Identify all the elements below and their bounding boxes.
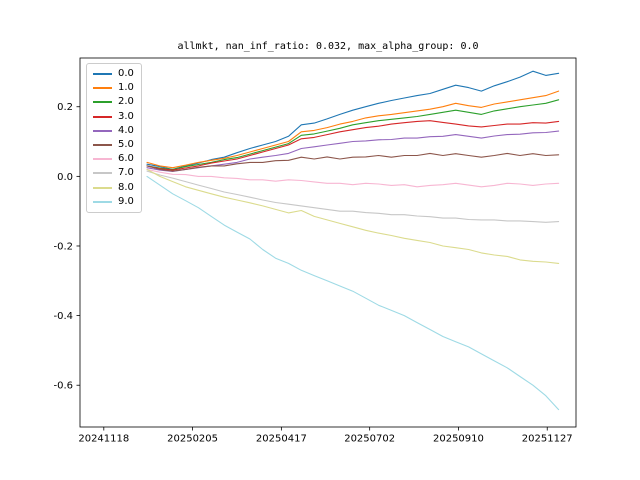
legend-label: 0.0 — [118, 68, 134, 80]
legend-line-sample — [93, 101, 112, 104]
series-line-2.0 — [146, 99, 560, 170]
series-line-0.0 — [146, 70, 560, 170]
legend-item-8.0: 8.0 — [93, 181, 134, 195]
series-line-8.0 — [146, 168, 560, 264]
legend-item-7.0: 7.0 — [93, 166, 134, 180]
legend-line-sample — [93, 144, 112, 147]
legend-label: 4.0 — [118, 124, 134, 136]
legend-item-9.0: 9.0 — [93, 195, 134, 209]
legend-label: 9.0 — [118, 195, 134, 207]
legend-line-sample — [93, 129, 112, 132]
series-line-4.0 — [146, 130, 560, 173]
legend-item-6.0: 6.0 — [93, 152, 134, 166]
y-tick-label: -0.4 — [53, 311, 73, 322]
legend-label: 2.0 — [118, 96, 134, 108]
legend-item-2.0: 2.0 — [93, 95, 134, 109]
series-line-1.0 — [146, 90, 560, 169]
legend-label: 1.0 — [118, 82, 134, 94]
legend-line-sample — [93, 158, 112, 161]
y-tick-label: 0.0 — [57, 172, 73, 183]
legend-label: 5.0 — [118, 139, 134, 151]
x-tick-label: 20251127 — [522, 434, 573, 445]
y-tick-label: 0.2 — [57, 102, 73, 113]
legend-line-sample — [93, 73, 112, 76]
legend-label: 3.0 — [118, 110, 134, 122]
legend-item-1.0: 1.0 — [93, 81, 134, 95]
x-tick-label: 20250417 — [256, 434, 307, 445]
axes-frame — [79, 57, 577, 428]
x-tick-label: 20241118 — [78, 434, 129, 445]
series-line-7.0 — [146, 170, 560, 223]
legend-item-4.0: 4.0 — [93, 124, 134, 138]
legend-line-sample — [93, 87, 112, 90]
y-tick-label: -0.2 — [53, 241, 73, 252]
legend-item-3.0: 3.0 — [93, 110, 134, 124]
series-line-6.0 — [146, 168, 560, 188]
x-tick-label: 20250702 — [344, 434, 395, 445]
x-tick-label: 20250205 — [167, 434, 218, 445]
x-tick-label: 20250910 — [433, 434, 484, 445]
series-line-3.0 — [146, 120, 560, 171]
y-tick-label: -0.6 — [53, 381, 73, 392]
legend-label: 7.0 — [118, 167, 134, 179]
legend-line-sample — [93, 115, 112, 118]
series-line-9.0 — [146, 175, 560, 411]
legend-label: 8.0 — [118, 181, 134, 193]
legend-item-0.0: 0.0 — [93, 67, 134, 81]
legend-item-5.0: 5.0 — [93, 138, 134, 152]
legend-line-sample — [93, 172, 112, 175]
legend: 0.0 1.0 2.0 3.0 4.0 5.0 6.0 7.0 8.0 9.0 — [86, 63, 142, 213]
legend-label: 6.0 — [118, 153, 134, 165]
legend-line-sample — [93, 186, 112, 189]
series-line-5.0 — [146, 152, 560, 172]
legend-line-sample — [93, 200, 112, 203]
chart-title: allmkt, nan_inf_ratio: 0.032, max_alpha_… — [177, 41, 479, 52]
